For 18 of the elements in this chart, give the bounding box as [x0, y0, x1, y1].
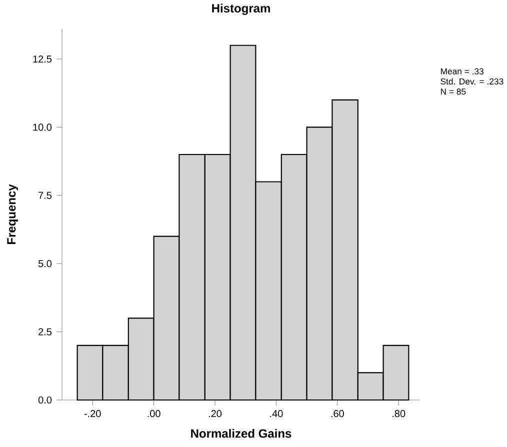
y-tick-label: 0.0	[38, 396, 52, 404]
text: Std. Dev. = .233	[440, 78, 504, 85]
chart-title: Histogram	[212, 4, 270, 15]
x-tick-label: -.20	[84, 410, 101, 418]
x-axis-title: Normalized Gains	[191, 428, 292, 438]
y-tick-label: 7.5	[38, 192, 52, 199]
y-tick-label: 12.5	[33, 55, 52, 63]
y-axis-title: Frequency	[7, 184, 18, 244]
y-tick-label: 10.0	[33, 124, 52, 131]
x-tick-label: .20	[208, 410, 222, 418]
text: Mean = .33	[440, 68, 484, 74]
y-tick-label: 2.5	[38, 328, 52, 336]
x-tick-label: .80	[392, 410, 406, 418]
x-tick-label: .60	[331, 410, 344, 418]
text: N = 85	[440, 88, 466, 95]
x-tick-label: .00	[148, 410, 160, 418]
x-tick-label: .40	[270, 410, 283, 418]
y-tick-label: 5.0	[38, 260, 52, 268]
